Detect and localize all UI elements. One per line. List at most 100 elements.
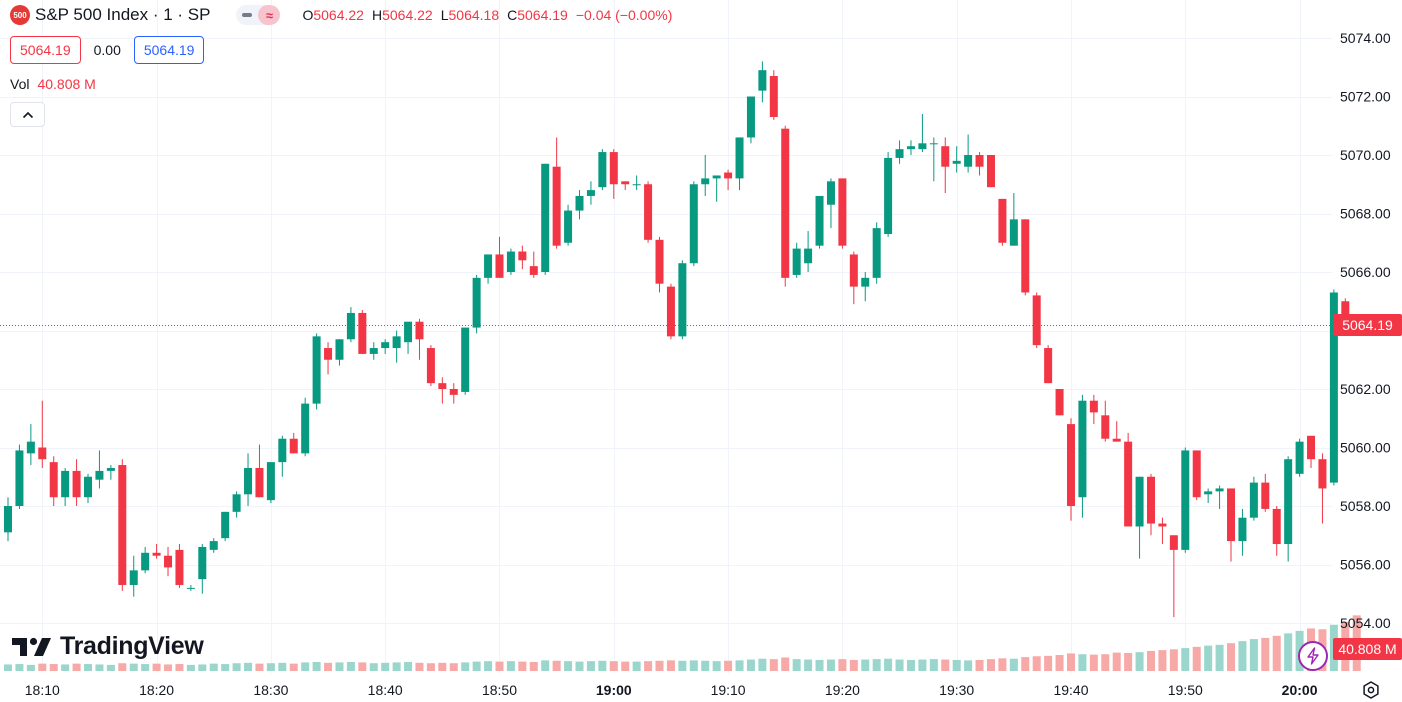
candle-body (449, 389, 458, 395)
symbol-title[interactable]: S&P 500 Index · 1 · SP (35, 5, 211, 24)
open-label: O (302, 7, 314, 23)
candle (1147, 473, 1155, 536)
chart-type-toggle[interactable]: ≈ (236, 5, 281, 25)
candle-body (438, 383, 447, 389)
candle-body (735, 137, 744, 179)
candle-body (861, 277, 870, 287)
candle-body (929, 143, 938, 145)
symbol-badge[interactable]: 500 (10, 5, 30, 25)
candle-body (392, 336, 401, 349)
candle-body (964, 155, 973, 167)
volume-bar (49, 664, 58, 671)
volume-bar (689, 660, 698, 671)
minus-icon[interactable] (236, 5, 258, 25)
candle-body (781, 128, 790, 278)
candle-body (72, 470, 81, 498)
candle-body (346, 312, 355, 340)
volume-bar (164, 664, 173, 671)
volume-bar (929, 659, 938, 671)
volume-bar (1284, 633, 1293, 671)
volume-bar (884, 658, 893, 671)
candle-body (1215, 488, 1224, 492)
candle-body (884, 157, 893, 234)
buy-price-button[interactable]: 5064.19 (133, 36, 205, 64)
volume-bar (95, 664, 104, 671)
volume-bar (449, 663, 458, 671)
candle (678, 260, 687, 340)
volume-bar (564, 661, 573, 671)
time-axis[interactable]: 18:10 18:20 18:30 18:40 18:50 19:00 19:10 19:20… (25, 682, 1318, 698)
volume-bar (586, 661, 595, 671)
candle (244, 453, 253, 506)
volume-bar (38, 663, 47, 671)
tradingview-wordmark: TradingView (60, 632, 204, 660)
candle-body (1329, 292, 1338, 483)
candle-body (586, 190, 595, 196)
volume-bar (198, 664, 207, 671)
candle (884, 152, 893, 237)
wave-icon[interactable]: ≈ (258, 5, 281, 25)
price-axis[interactable]: 5054.005056.005058.005060.005062.005064.… (1340, 30, 1391, 631)
candle (312, 333, 321, 410)
candle-body (1307, 435, 1316, 460)
candle-body (826, 181, 835, 205)
volume-bar (815, 659, 824, 671)
tradingview-logo[interactable]: TradingView (12, 632, 204, 661)
candle-body (141, 552, 150, 571)
candle-body (1249, 482, 1258, 518)
candle (141, 546, 150, 574)
candle (1192, 450, 1201, 501)
candle (1249, 476, 1258, 521)
volume-bar (1158, 650, 1167, 671)
candle (369, 342, 378, 360)
volume-label: Vol (10, 76, 30, 92)
sell-price-button[interactable]: 5064.19 (10, 36, 81, 64)
candle-body (1044, 348, 1053, 384)
candle (1055, 389, 1064, 416)
candle-body (575, 195, 584, 211)
time-tick-label: 19:50 (1168, 682, 1203, 698)
volume-bar (735, 660, 744, 671)
volume-bar (621, 661, 630, 671)
open-value: 5064.22 (313, 7, 364, 23)
volume-bar (1169, 649, 1178, 671)
volume-bar (1066, 653, 1075, 671)
tradingview-mark-icon (12, 637, 51, 656)
gear-icon[interactable] (1360, 679, 1382, 701)
candle-body (61, 470, 70, 498)
candle (998, 198, 1007, 246)
candle (804, 231, 813, 272)
volume-bar (301, 662, 310, 671)
volume-legend[interactable]: Vol 40.808 M (10, 76, 96, 92)
candle (1032, 292, 1041, 349)
volume-bar (1227, 643, 1236, 671)
candle (26, 424, 35, 466)
volume-bar (484, 661, 493, 671)
candle (324, 342, 333, 375)
time-tick-label: 18:40 (368, 682, 403, 698)
candle-body (49, 462, 58, 498)
candle (918, 114, 927, 153)
candle-body (1089, 400, 1098, 413)
candle-body (1101, 415, 1110, 439)
candle-body (1192, 450, 1201, 498)
volume-bar (986, 659, 995, 671)
volume-bar (312, 661, 321, 671)
candle (758, 61, 767, 103)
volume-bar (769, 659, 778, 671)
candle (415, 318, 424, 360)
candle-body (186, 587, 195, 589)
candle (1089, 394, 1098, 425)
candle (4, 497, 12, 542)
volume-bar (1055, 655, 1064, 671)
flash-icon[interactable] (1298, 641, 1328, 671)
collapse-legend-button[interactable] (10, 102, 45, 127)
volume-bar (918, 659, 927, 671)
candle (689, 181, 698, 267)
volume-bar (1204, 645, 1213, 671)
volume-bar (872, 659, 881, 671)
low-label: L (440, 7, 449, 23)
candle (518, 245, 527, 270)
candle (1112, 421, 1121, 442)
